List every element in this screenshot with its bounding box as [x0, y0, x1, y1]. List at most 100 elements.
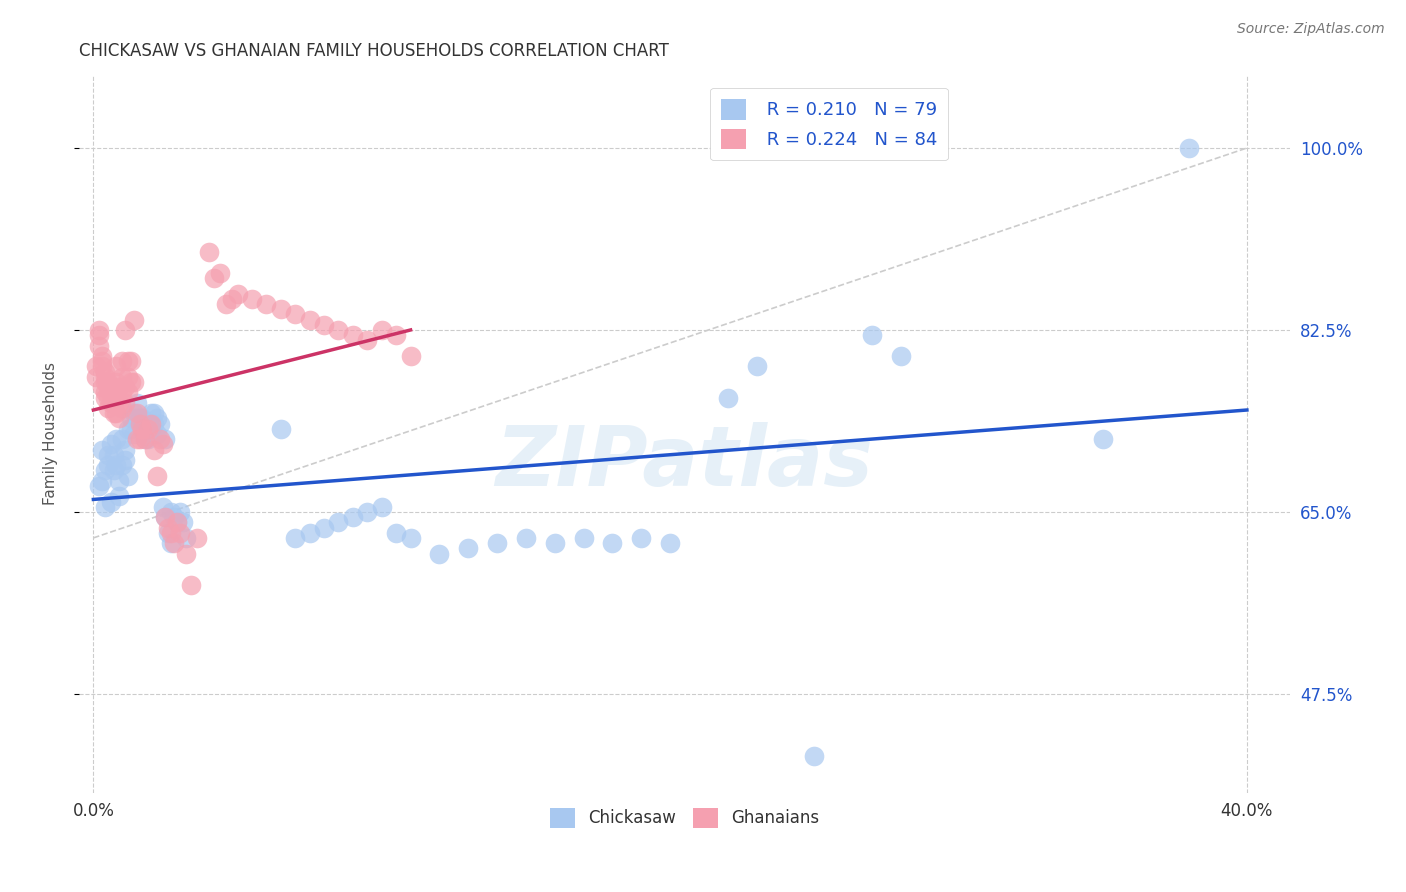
Point	[152, 500, 174, 514]
Point	[117, 468, 139, 483]
Point	[371, 500, 394, 514]
Point	[166, 516, 188, 530]
Point	[103, 406, 125, 420]
Point	[128, 432, 150, 446]
Point	[134, 432, 156, 446]
Point	[1091, 432, 1114, 446]
Point	[89, 328, 111, 343]
Point	[117, 354, 139, 368]
Point	[111, 432, 134, 446]
Point	[298, 525, 321, 540]
Point	[142, 406, 165, 420]
Point	[270, 302, 292, 317]
Point	[114, 442, 136, 457]
Point	[155, 510, 177, 524]
Point	[146, 426, 169, 441]
Point	[254, 297, 277, 311]
Point	[149, 417, 172, 431]
Legend: Chickasaw, Ghanaians: Chickasaw, Ghanaians	[543, 801, 825, 835]
Point	[122, 375, 145, 389]
Point	[803, 749, 825, 764]
Point	[103, 395, 125, 409]
Point	[356, 334, 378, 348]
Point	[120, 375, 142, 389]
Point	[328, 323, 350, 337]
Point	[146, 411, 169, 425]
Point	[97, 458, 120, 472]
Point	[114, 453, 136, 467]
Point	[226, 286, 249, 301]
Point	[125, 395, 148, 409]
Point	[356, 505, 378, 519]
Point	[139, 417, 162, 431]
Point	[117, 385, 139, 400]
Point	[120, 422, 142, 436]
Point	[105, 432, 128, 446]
Point	[84, 369, 107, 384]
Point	[114, 380, 136, 394]
Point	[385, 525, 408, 540]
Point	[111, 385, 134, 400]
Point	[544, 536, 567, 550]
Point	[160, 505, 183, 519]
Point	[114, 323, 136, 337]
Point	[215, 297, 238, 311]
Point	[717, 391, 740, 405]
Point	[128, 417, 150, 431]
Point	[659, 536, 682, 550]
Point	[399, 349, 422, 363]
Point	[125, 411, 148, 425]
Point	[105, 359, 128, 374]
Point	[155, 432, 177, 446]
Point	[108, 489, 131, 503]
Point	[100, 380, 122, 394]
Point	[120, 411, 142, 425]
Point	[131, 422, 153, 436]
Point	[142, 442, 165, 457]
Point	[122, 406, 145, 420]
Text: ZIPatlas: ZIPatlas	[496, 422, 873, 503]
Point	[91, 442, 114, 457]
Point	[169, 525, 191, 540]
Point	[91, 354, 114, 368]
Point	[97, 375, 120, 389]
Point	[111, 369, 134, 384]
Point	[125, 406, 148, 420]
Point	[155, 510, 177, 524]
Point	[371, 323, 394, 337]
Point	[120, 354, 142, 368]
Point	[131, 411, 153, 425]
Point	[1178, 141, 1201, 155]
Point	[172, 516, 194, 530]
Point	[209, 266, 232, 280]
Point	[91, 349, 114, 363]
Point	[385, 328, 408, 343]
Point	[100, 395, 122, 409]
Point	[94, 365, 117, 379]
Text: CHICKASAW VS GHANAIAN FAMILY HOUSEHOLDS CORRELATION CHART: CHICKASAW VS GHANAIAN FAMILY HOUSEHOLDS …	[79, 42, 669, 60]
Point	[486, 536, 509, 550]
Point	[100, 385, 122, 400]
Point	[284, 531, 307, 545]
Point	[111, 458, 134, 472]
Point	[174, 547, 197, 561]
Point	[146, 468, 169, 483]
Point	[284, 307, 307, 321]
Point	[94, 375, 117, 389]
Point	[180, 577, 202, 591]
Point	[97, 401, 120, 415]
Point	[103, 448, 125, 462]
Point	[197, 244, 219, 259]
Point	[166, 516, 188, 530]
Point	[108, 395, 131, 409]
Point	[103, 385, 125, 400]
Point	[105, 458, 128, 472]
Point	[89, 323, 111, 337]
Point	[136, 422, 159, 436]
Point	[457, 541, 479, 556]
Point	[139, 406, 162, 420]
Point	[139, 422, 162, 436]
Point	[100, 494, 122, 508]
Point	[111, 354, 134, 368]
Point	[240, 292, 263, 306]
